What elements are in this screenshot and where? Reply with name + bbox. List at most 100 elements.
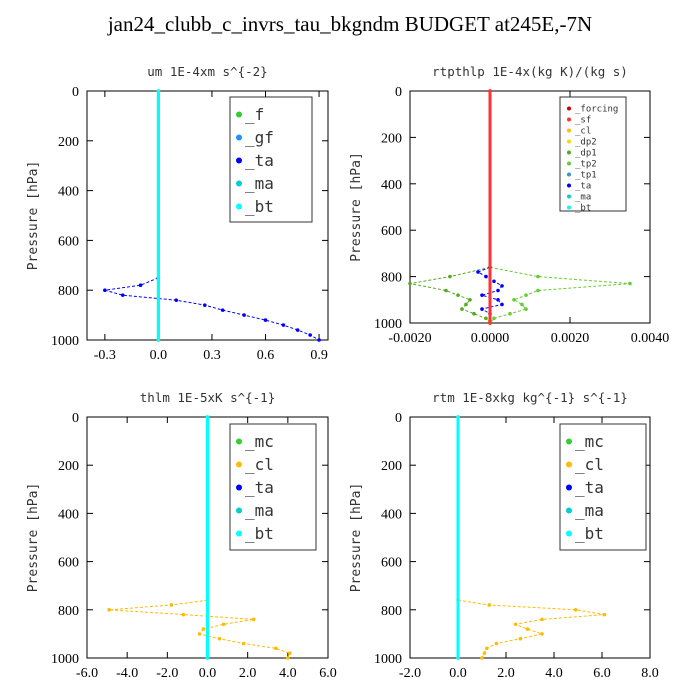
legend-entry: _sf [575, 116, 591, 126]
y-tick-label: 800 [58, 604, 79, 619]
legend-entry: _ta [245, 151, 274, 170]
legend-marker [236, 461, 242, 468]
data-point [220, 308, 225, 312]
legend-marker [236, 507, 242, 514]
panel-title: um 1E-4xm s^{-2} [147, 64, 267, 79]
y-tick-label: 0 [72, 85, 79, 100]
legend-entry: _bt [245, 524, 274, 543]
x-tick-label: 0.0020 [551, 331, 590, 346]
data-point [487, 603, 492, 607]
data-point [288, 651, 292, 655]
data-point [508, 311, 512, 316]
data-point [107, 608, 111, 612]
y-tick-label: 1000 [374, 652, 402, 667]
y-tick-label: 1000 [374, 317, 402, 332]
data-point [540, 617, 544, 622]
legend-entry: _ta [245, 478, 274, 497]
legend-marker [236, 157, 242, 164]
legend-entry: _gf [245, 128, 274, 147]
y-tick-label: 800 [381, 604, 402, 619]
x-tick-label: 0.0 [449, 666, 467, 681]
data-point [103, 288, 107, 293]
data-point [241, 641, 246, 646]
y-axis-label: Pressure [hPa] [349, 483, 364, 593]
x-tick-label: -4.0 [116, 666, 138, 681]
data-point [317, 338, 321, 342]
data-point [205, 415, 210, 419]
series-line-cl [109, 599, 291, 659]
data-point [492, 316, 496, 321]
legend-entry: _ma [245, 174, 274, 193]
data-point [484, 274, 488, 279]
panel-title: rtm 1E-8xkg kg^{-1} s^{-1} [432, 390, 628, 405]
data-point [520, 302, 524, 307]
data-point [221, 622, 226, 627]
data-point [573, 608, 578, 612]
x-tick-label: 0.9 [310, 348, 328, 363]
series-line-tp2 [489, 266, 631, 324]
x-tick-label: 0.0 [150, 348, 168, 363]
data-point [482, 651, 487, 655]
legend-entry: _ta [575, 182, 591, 192]
legend-marker [236, 530, 242, 537]
legend-marker [567, 106, 571, 111]
legend-entry: _forcing [575, 105, 618, 115]
data-point [263, 318, 268, 322]
legend-entry: _cl [575, 127, 591, 137]
y-tick-label: 400 [381, 507, 402, 522]
data-point [464, 302, 468, 307]
data-point [480, 307, 484, 311]
legend-marker [566, 484, 572, 491]
y-tick-label: 400 [381, 178, 402, 193]
x-tick-label: 0.6 [257, 348, 275, 363]
data-point [488, 89, 492, 93]
data-point [203, 303, 207, 307]
legend-marker [236, 111, 242, 118]
x-tick-label: -2.0 [156, 666, 178, 681]
legend-marker [236, 484, 242, 491]
legend-box [559, 96, 627, 212]
legend-entry: _bt [575, 204, 591, 214]
data-point [408, 281, 412, 286]
data-point [468, 298, 472, 302]
legend-entry: _tp1 [575, 171, 597, 181]
legend-marker [236, 438, 242, 445]
y-tick-label: 200 [381, 459, 402, 474]
data-point [156, 338, 161, 342]
data-point [242, 313, 246, 317]
x-tick-label: 6.0 [319, 666, 337, 681]
data-point [197, 632, 202, 636]
legend-entry: _ta [575, 478, 604, 497]
y-tick-label: 400 [58, 185, 79, 200]
legend-entry: _mc [575, 432, 604, 451]
data-point [524, 307, 528, 311]
y-axis-label: Pressure [hPa] [26, 483, 41, 593]
x-tick-label: 0.0 [199, 666, 217, 681]
data-point [536, 274, 540, 279]
data-point [492, 279, 496, 284]
legend-entry: _ma [575, 193, 591, 203]
data-point [500, 302, 504, 307]
x-tick-label: -6.0 [76, 666, 98, 681]
data-point [205, 656, 210, 660]
x-tick-label: 8.0 [641, 666, 659, 681]
legend-marker [566, 530, 572, 537]
legend-entry: _cl [575, 455, 604, 474]
y-tick-label: 200 [58, 459, 79, 474]
y-tick-label: 1000 [51, 652, 79, 667]
x-tick-label: 2.0 [497, 666, 515, 681]
data-point [448, 274, 452, 279]
data-point [500, 284, 504, 288]
y-tick-label: 0 [72, 411, 79, 426]
legend-entry: _bt [245, 197, 274, 216]
legend-box [229, 96, 313, 223]
plot-frame [409, 90, 651, 324]
y-tick-label: 600 [58, 234, 79, 249]
data-point [518, 636, 523, 641]
data-point [138, 283, 143, 288]
y-tick-label: 400 [58, 507, 79, 522]
x-tick-label: -0.0020 [388, 331, 431, 346]
data-point [169, 603, 174, 607]
legend-marker [567, 150, 571, 155]
x-tick-label: -0.3 [94, 348, 116, 363]
